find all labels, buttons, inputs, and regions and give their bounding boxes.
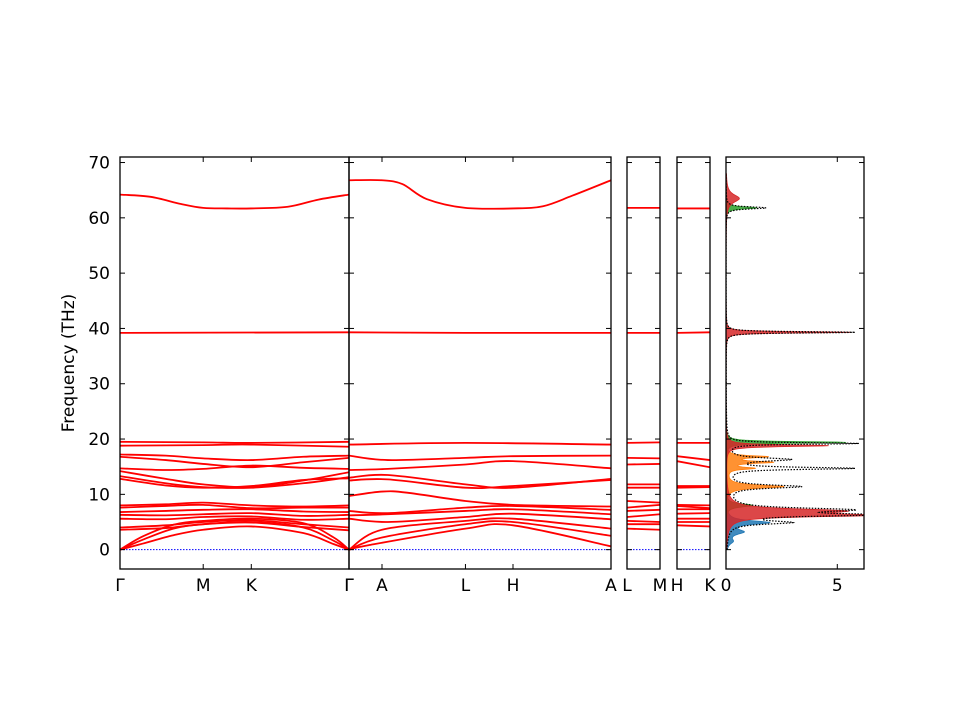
phonon-band (677, 503, 710, 507)
y-tick-label: 70 (88, 154, 110, 174)
phonon-band (349, 520, 611, 551)
y-tick-label: 40 (88, 319, 110, 339)
phonon-band (677, 505, 710, 510)
phonon-band (120, 520, 349, 551)
y-tick-label: 30 (88, 375, 110, 395)
phonon-band (120, 517, 349, 551)
dos-component-area (726, 173, 771, 551)
phonon-band (627, 527, 660, 531)
phonon-band (349, 473, 611, 489)
phonon-band (120, 512, 349, 517)
phonon-band (120, 525, 349, 551)
panel-plot-area (349, 179, 611, 551)
y-tick-label: 60 (88, 209, 110, 229)
high-symmetry-label: K (246, 576, 258, 596)
phonon-band (349, 454, 611, 462)
phonon-band (349, 460, 611, 471)
phonon-band (120, 515, 349, 521)
phonon-band (349, 523, 611, 551)
phonon-band (677, 524, 710, 528)
phonon-band (120, 508, 349, 513)
phonon-band (627, 456, 660, 460)
phonon-band (120, 455, 349, 469)
phonon-band (677, 512, 710, 515)
phonon-band (627, 441, 660, 444)
y-axis-label: Frequency (THz) (59, 294, 79, 433)
dos-component-area (726, 173, 785, 551)
dos-plot-area (726, 173, 864, 551)
phonon-band (677, 331, 710, 334)
dos-component-area (726, 173, 864, 551)
high-symmetry-label: M (653, 576, 668, 596)
y-axis: 0 10 20 30 40 50 60 70 (88, 154, 110, 561)
phonon-band (120, 443, 349, 448)
dos-frame (725, 156, 865, 570)
phonon-band (677, 486, 710, 489)
phonon-band (349, 442, 611, 446)
y-tick-label: 0 (99, 541, 110, 561)
phonon-band (349, 179, 611, 210)
phonon-band (627, 500, 660, 504)
phonon-band (627, 513, 660, 518)
phonon-band (349, 508, 611, 517)
dos-component-area (726, 173, 847, 551)
high-symmetry-label: M (196, 576, 211, 596)
dos-x-tick-label: 0 (721, 576, 732, 596)
high-symmetry-label: A (605, 576, 617, 596)
phonon-band (349, 517, 611, 551)
phonon-band (677, 460, 710, 469)
phonon-band (120, 331, 349, 334)
dos-x-tick-label: 5 (832, 576, 843, 596)
high-symmetry-label: Γ (344, 576, 354, 596)
panel-plot-area (120, 193, 349, 551)
panel-frame (348, 156, 612, 570)
y-tick-label: 20 (88, 430, 110, 450)
phonon-band (349, 478, 611, 489)
phonon-band (120, 464, 349, 471)
phonon-band (627, 503, 660, 509)
phonon-band (120, 501, 349, 508)
high-symmetry-label: K (704, 576, 716, 596)
y-tick-label: 50 (88, 264, 110, 284)
phonon-band (120, 477, 349, 489)
phonon-band (627, 463, 660, 466)
panel-frame (676, 156, 711, 570)
phonon-band (677, 455, 710, 461)
phonon-band (627, 508, 660, 512)
phonon-band (627, 519, 660, 523)
high-symmetry-label: H (671, 576, 684, 596)
high-symmetry-label: Γ (115, 576, 125, 596)
phonon-band (120, 503, 349, 510)
phonon-band (349, 490, 611, 508)
high-symmetry-label: Γ (344, 576, 354, 596)
phonon-band (349, 504, 611, 515)
high-symmetry-label: H (507, 576, 520, 596)
phonon-band (349, 331, 611, 334)
y-tick-label: 10 (88, 485, 110, 505)
phonon-band (120, 453, 349, 461)
panel-frame (626, 156, 661, 570)
high-symmetry-label: L (622, 576, 632, 596)
high-symmetry-label: L (461, 576, 471, 596)
phonon-band (349, 512, 611, 523)
panel-plot-area (627, 206, 660, 551)
phonon-band (120, 193, 349, 210)
high-symmetry-label: A (376, 576, 388, 596)
band-panels: Γ M K ΓΓ A L H A L M H K (115, 156, 716, 596)
panel-plot-area (677, 207, 710, 551)
dos-total-line (726, 173, 864, 550)
phonon-band (120, 440, 349, 444)
